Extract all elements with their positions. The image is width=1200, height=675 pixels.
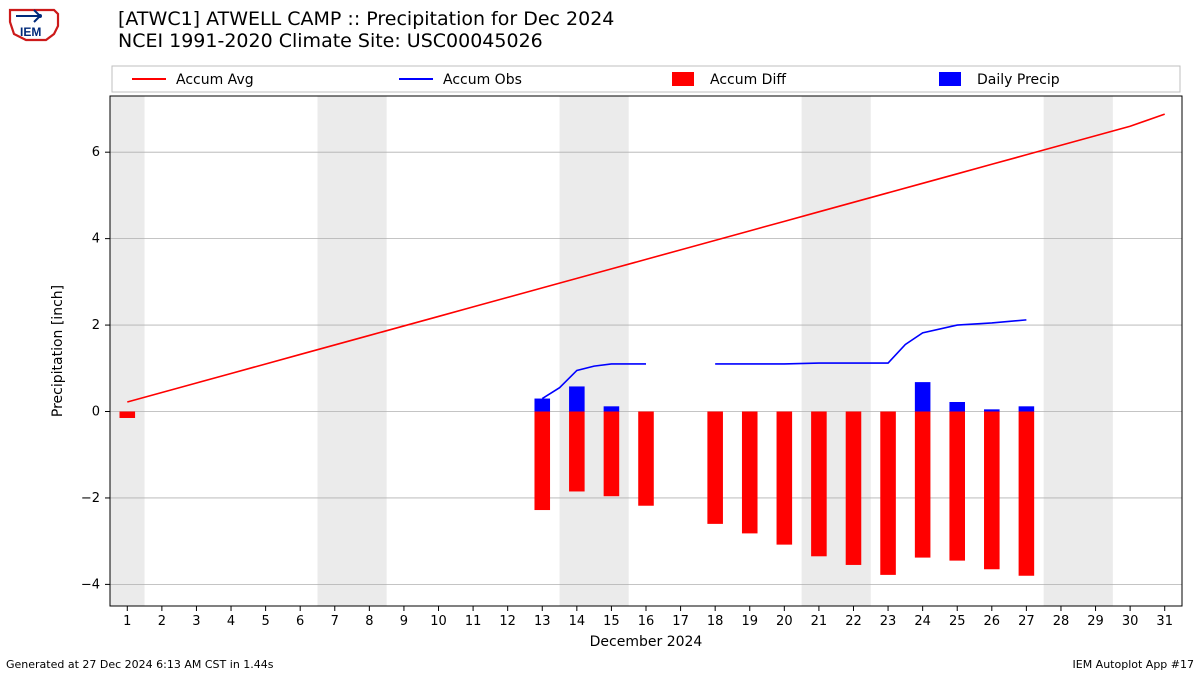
x-tick-label: 20 bbox=[776, 614, 793, 629]
x-tick-label: 17 bbox=[672, 614, 689, 629]
x-tick-label: 9 bbox=[400, 614, 408, 629]
accum-diff-bar bbox=[569, 412, 585, 492]
y-tick-label: 4 bbox=[92, 232, 100, 247]
x-tick-label: 21 bbox=[811, 614, 828, 629]
x-tick-label: 16 bbox=[638, 614, 655, 629]
accum-diff-bar bbox=[846, 412, 862, 565]
x-tick-label: 11 bbox=[465, 614, 482, 629]
x-tick-label: 4 bbox=[227, 614, 235, 629]
accum-avg-line bbox=[127, 114, 1164, 402]
x-tick-label: 27 bbox=[1018, 614, 1035, 629]
x-tick-label: 3 bbox=[192, 614, 200, 629]
x-tick-label: 31 bbox=[1156, 614, 1173, 629]
x-tick-label: 12 bbox=[499, 614, 516, 629]
accum-diff-bar bbox=[811, 412, 827, 557]
x-tick-label: 26 bbox=[984, 614, 1001, 629]
daily-precip-bar bbox=[1019, 406, 1035, 411]
daily-precip-bar bbox=[604, 406, 620, 411]
accum-diff-bar bbox=[984, 412, 1000, 570]
footer-app: IEM Autoplot App #17 bbox=[1073, 658, 1195, 671]
x-tick-label: 14 bbox=[569, 614, 586, 629]
accum-diff-bar bbox=[120, 412, 136, 418]
accum-diff-bar bbox=[707, 412, 723, 524]
x-axis-label: December 2024 bbox=[590, 634, 703, 650]
x-tick-label: 6 bbox=[296, 614, 304, 629]
accum-diff-bar bbox=[604, 412, 620, 497]
footer-generated: Generated at 27 Dec 2024 6:13 AM CST in … bbox=[6, 658, 274, 671]
legend-swatch-bar bbox=[939, 72, 961, 86]
precip-chart: 1234567891011121314151617181920212223242… bbox=[0, 0, 1200, 675]
y-tick-label: 0 bbox=[92, 405, 100, 420]
x-tick-label: 2 bbox=[158, 614, 166, 629]
legend-label: Accum Avg bbox=[176, 72, 254, 88]
y-tick-label: −2 bbox=[81, 491, 100, 506]
y-axis-label: Precipitation [inch] bbox=[50, 285, 66, 417]
x-tick-label: 28 bbox=[1053, 614, 1070, 629]
accum-diff-bar bbox=[880, 412, 896, 575]
x-tick-label: 13 bbox=[534, 614, 551, 629]
x-tick-label: 29 bbox=[1087, 614, 1104, 629]
daily-precip-bar bbox=[984, 409, 1000, 411]
accum-diff-bar bbox=[742, 412, 758, 534]
x-tick-label: 15 bbox=[603, 614, 620, 629]
accum-diff-bar bbox=[1019, 412, 1035, 576]
x-tick-label: 18 bbox=[707, 614, 724, 629]
x-tick-label: 5 bbox=[261, 614, 269, 629]
accum-diff-bar bbox=[777, 412, 793, 545]
y-tick-label: −4 bbox=[81, 577, 100, 592]
legend-label: Accum Diff bbox=[710, 72, 786, 88]
x-tick-label: 1 bbox=[123, 614, 131, 629]
accum-diff-bar bbox=[638, 412, 654, 506]
x-tick-label: 7 bbox=[331, 614, 339, 629]
daily-precip-bar bbox=[569, 386, 585, 411]
x-tick-label: 22 bbox=[845, 614, 862, 629]
x-tick-label: 8 bbox=[365, 614, 373, 629]
x-tick-label: 10 bbox=[430, 614, 447, 629]
x-tick-label: 23 bbox=[880, 614, 897, 629]
legend-label: Accum Obs bbox=[443, 72, 522, 88]
y-tick-label: 6 bbox=[92, 145, 100, 160]
accum-diff-bar bbox=[949, 412, 965, 561]
daily-precip-bar bbox=[534, 399, 550, 412]
legend-label: Daily Precip bbox=[977, 72, 1060, 88]
x-tick-label: 19 bbox=[741, 614, 758, 629]
daily-precip-bar bbox=[949, 402, 965, 412]
accum-diff-bar bbox=[534, 412, 550, 511]
y-tick-label: 2 bbox=[92, 318, 100, 333]
x-tick-label: 25 bbox=[949, 614, 966, 629]
accum-diff-bar bbox=[915, 412, 931, 558]
x-tick-label: 30 bbox=[1122, 614, 1139, 629]
daily-precip-bar bbox=[915, 382, 931, 411]
legend-swatch-bar bbox=[672, 72, 694, 86]
x-tick-label: 24 bbox=[914, 614, 931, 629]
